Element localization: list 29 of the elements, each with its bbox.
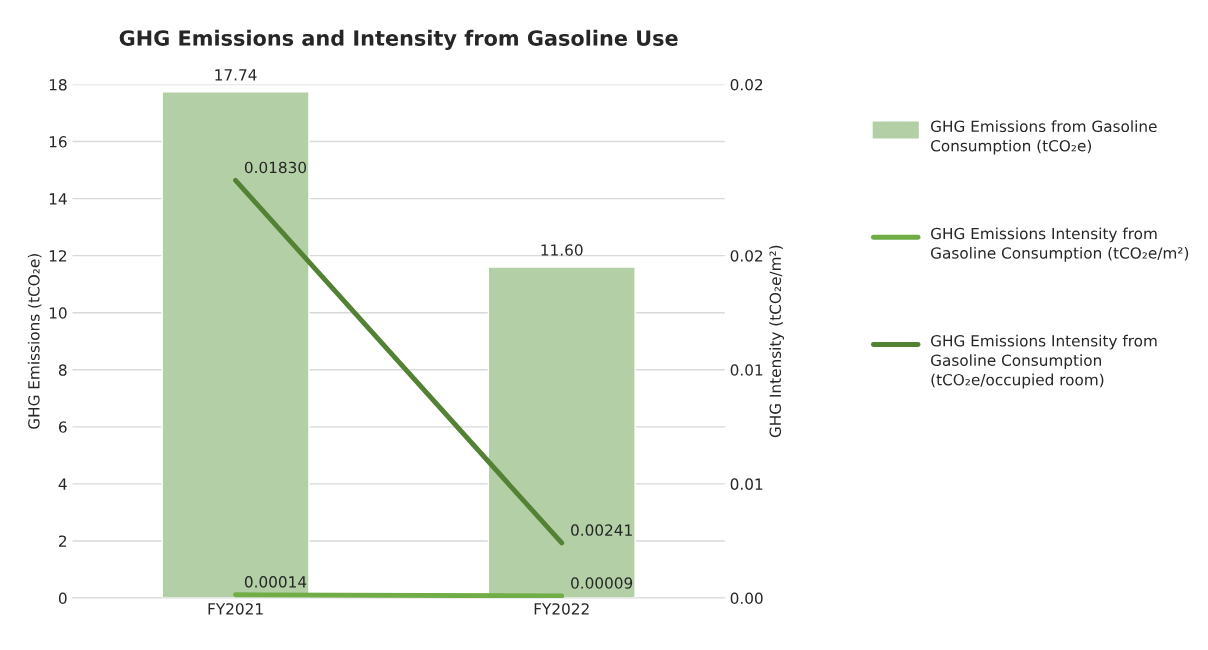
y-tick-label: 8 — [58, 364, 67, 376]
y2-tick-label: 0.01 — [730, 478, 763, 490]
y2-tick-label: 0.01 — [730, 364, 763, 376]
y-tick-label: 2 — [59, 535, 67, 547]
legend-label: GHG Emissions Intensity from Gasoline Consumption (tCO₂e/m²) — [931, 227, 1189, 262]
y-axis-title: GHG Emissions (tCO₂e) — [27, 254, 42, 429]
y-tick-label: 6 — [58, 421, 67, 433]
y-tick-label: 18 — [49, 78, 67, 91]
y-tick-label: 12 — [49, 250, 67, 262]
chart-title: GHG Emissions and Intensity from Gasoline Use — [119, 29, 678, 51]
y2-tick-label: 0.02 — [730, 78, 763, 91]
y2-tick-label: 0.02 — [730, 250, 763, 262]
y-tick-label: 14 — [49, 193, 67, 205]
data-label: 0.00009 — [571, 577, 633, 589]
y-tick-label: 4 — [58, 478, 67, 490]
data-label: 0.01830 — [244, 161, 307, 174]
x-tick-label: FY2022 — [534, 603, 589, 615]
data-label: 0.00014 — [244, 576, 307, 588]
data-label: 0.00241 — [571, 524, 632, 536]
y-tick-label: 10 — [49, 307, 67, 319]
y2-axis-title: GHG Intensity (tCO₂e/m²) — [769, 245, 785, 438]
legend-label: GHG Emissions from Gasoline Consumption (tCO₂e) — [931, 120, 1157, 155]
data-label: 17.74 — [215, 69, 257, 81]
x-tick-label: FY2021 — [208, 603, 263, 615]
y-tick-label: 0 — [58, 592, 67, 605]
data-label: 11.60 — [541, 244, 583, 256]
y2-tick-label: 0.00 — [730, 592, 763, 605]
legend-label: GHG Emissions Intensity from Gasoline Consumption (tCO₂e/occupied room) — [931, 334, 1157, 389]
y-tick-label: 16 — [49, 136, 67, 148]
